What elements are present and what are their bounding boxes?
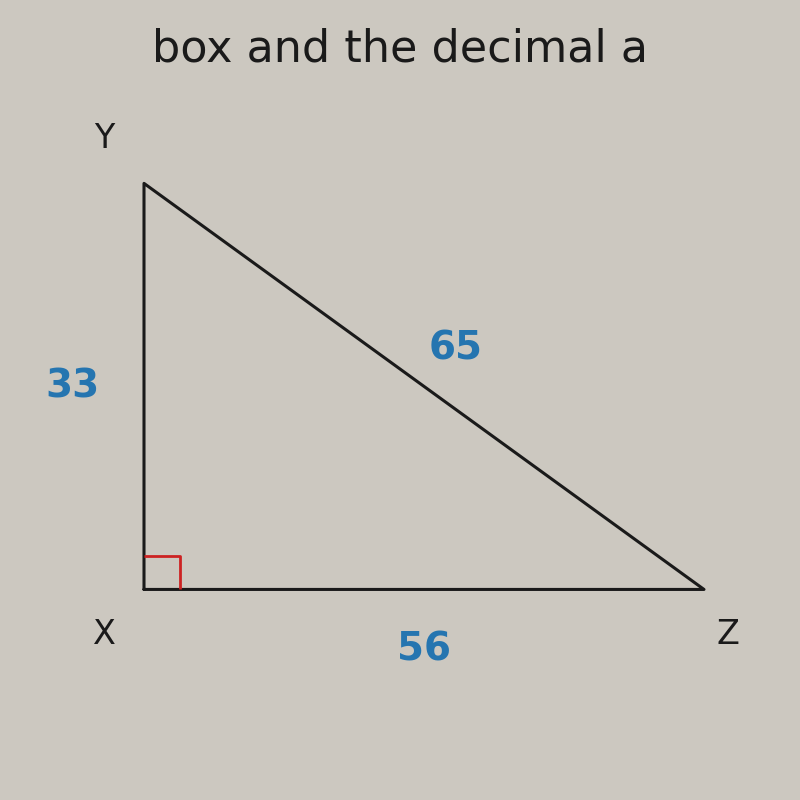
Text: X: X (93, 618, 115, 651)
Text: Z: Z (717, 618, 739, 651)
Text: 33: 33 (45, 367, 99, 406)
Text: box and the decimal a: box and the decimal a (152, 28, 648, 71)
Text: 65: 65 (429, 330, 483, 368)
Text: 56: 56 (397, 630, 451, 669)
Text: Y: Y (94, 122, 114, 154)
